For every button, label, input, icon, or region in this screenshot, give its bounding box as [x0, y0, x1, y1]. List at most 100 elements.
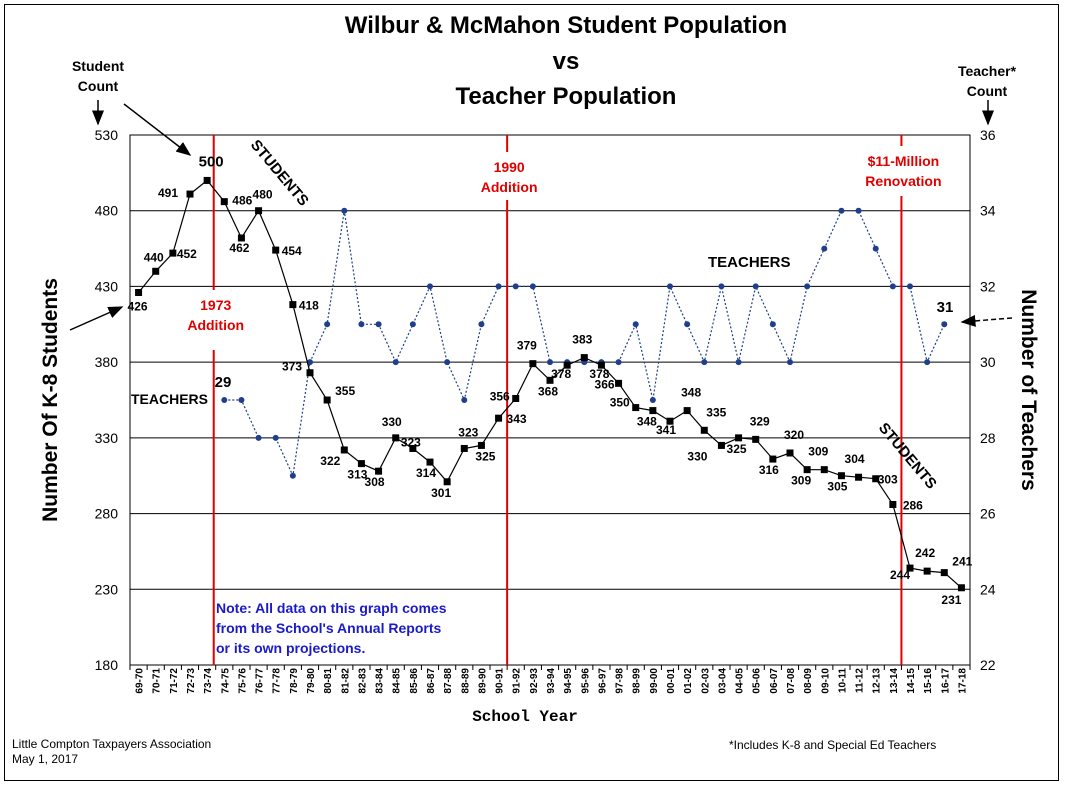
y-axis-title-right: Number of Teachers: [1017, 289, 1040, 491]
y-tick-label: 280: [95, 506, 119, 522]
x-tick-label: 74-75: [220, 668, 231, 694]
student-data-label: 231: [941, 593, 961, 607]
x-tick-label: 71-72: [169, 668, 180, 694]
student-point: [306, 369, 314, 377]
x-tick-label: 09-10: [820, 668, 831, 694]
student-point: [495, 414, 503, 422]
chart-title-line2: vs: [552, 48, 580, 75]
student-point: [769, 455, 777, 463]
x-tick-label: 90-91: [495, 668, 506, 694]
teacher-point: [787, 359, 793, 366]
student-data-label: 452: [177, 247, 197, 261]
footer-footnote: *Includes K-8 and Special Ed Teachers: [729, 738, 937, 752]
teacher-point: [512, 283, 519, 290]
student-point: [752, 435, 760, 443]
student-point: [940, 569, 948, 577]
student-point: [169, 249, 177, 257]
teacher-point: [238, 397, 245, 403]
student-data-label: 329: [750, 414, 770, 428]
student-point: [272, 246, 280, 254]
student-point: [443, 478, 451, 486]
note-line: from the School's Annual Reports: [216, 620, 441, 636]
x-tick-label: 03-04: [717, 668, 728, 694]
y-tick-label-right: 28: [980, 430, 996, 446]
teacher-point: [358, 321, 365, 328]
student-data-label: 241: [952, 555, 972, 569]
student-point: [615, 379, 623, 387]
student-data-label: 378: [551, 367, 571, 381]
x-tick-label: 92-93: [529, 668, 540, 694]
teacher-point: [752, 283, 759, 290]
teacher-point: [375, 321, 382, 328]
y-tick-label-right: 30: [980, 354, 996, 370]
x-tick-label: 70-71: [152, 668, 163, 694]
student-data-label: 301: [431, 486, 451, 500]
teacher-point: [444, 359, 451, 366]
event-label-line1: 1973: [200, 297, 231, 313]
student-point: [546, 376, 554, 384]
student-data-label: 325: [727, 442, 747, 456]
student-data-label: 491: [158, 186, 178, 200]
x-tick-label: 88-89: [460, 668, 471, 694]
student-point: [255, 207, 263, 215]
student-point: [923, 567, 931, 575]
x-tick-label: 89-90: [477, 668, 488, 694]
student-data-label: 304: [845, 452, 865, 466]
student-data-label: 244: [890, 568, 910, 582]
student-point: [597, 361, 605, 369]
chart-frame: [4, 4, 1059, 781]
student-point: [666, 417, 674, 425]
y-tick-label: 530: [95, 127, 119, 143]
x-tick-label: 14-15: [906, 668, 917, 694]
student-data-label: 309: [791, 474, 811, 488]
teacher-point: [615, 359, 622, 366]
student-data-label: 330: [382, 415, 402, 429]
student-data-label: 325: [475, 449, 495, 463]
x-tick-label: 00-01: [666, 668, 677, 694]
x-tick-label: 72-73: [186, 668, 197, 694]
teacher-point: [821, 245, 828, 252]
teacher-point: [838, 207, 845, 214]
teacher-point: [324, 321, 331, 328]
x-tick-label: 78-79: [289, 668, 300, 694]
y-tick-label: 380: [95, 354, 119, 370]
right-axis-title-arrow: [960, 314, 1013, 327]
student-point: [957, 584, 965, 592]
student-point: [649, 407, 657, 415]
x-tick-label: 07-08: [786, 668, 797, 694]
event-label-line2: Addition: [187, 317, 244, 333]
teacher-point: [289, 472, 296, 479]
plot-border: [129, 134, 971, 666]
x-tick-label: 96-97: [597, 668, 608, 694]
student-point: [512, 394, 520, 402]
event-label-line1: 1990: [494, 159, 525, 175]
teacher-point: [718, 283, 725, 290]
y-tick-label: 230: [95, 581, 119, 597]
teachers-annotation-left: TEACHERS: [131, 391, 208, 407]
student-data-label: 305: [827, 480, 847, 494]
student-data-label: 323: [458, 425, 478, 439]
x-tick-label: 06-07: [769, 668, 780, 694]
x-tick-label: 73-74: [203, 668, 214, 694]
left-axis-title-arrow: [69, 306, 124, 331]
x-tick-label: 86-87: [426, 668, 437, 694]
y-tick-label-right: 26: [980, 506, 996, 522]
student-count-arrow: [123, 103, 192, 156]
teachers-annotation-right: TEACHERS: [708, 254, 791, 271]
student-point: [837, 472, 845, 480]
teacher-point: [889, 283, 896, 290]
student-point: [220, 198, 228, 206]
x-tick-label: 97-98: [615, 668, 626, 694]
student-point: [426, 458, 434, 466]
footer-source-line1: Little Compton Taxpayers Association: [12, 737, 212, 751]
event-label-line2: Addition: [481, 179, 538, 195]
y-tick-label: 330: [95, 430, 119, 446]
note-line: Note: All data on this graph comes: [216, 600, 447, 616]
y-tick-label: 430: [95, 278, 119, 294]
right-axis-note-line1: Teacher*: [957, 63, 1017, 79]
student-data-label: 313: [347, 468, 367, 482]
student-point: [375, 467, 383, 475]
y-tick-label: 180: [95, 657, 119, 673]
student-point: [563, 361, 571, 369]
left-axis-note-line2: Count: [77, 78, 119, 94]
